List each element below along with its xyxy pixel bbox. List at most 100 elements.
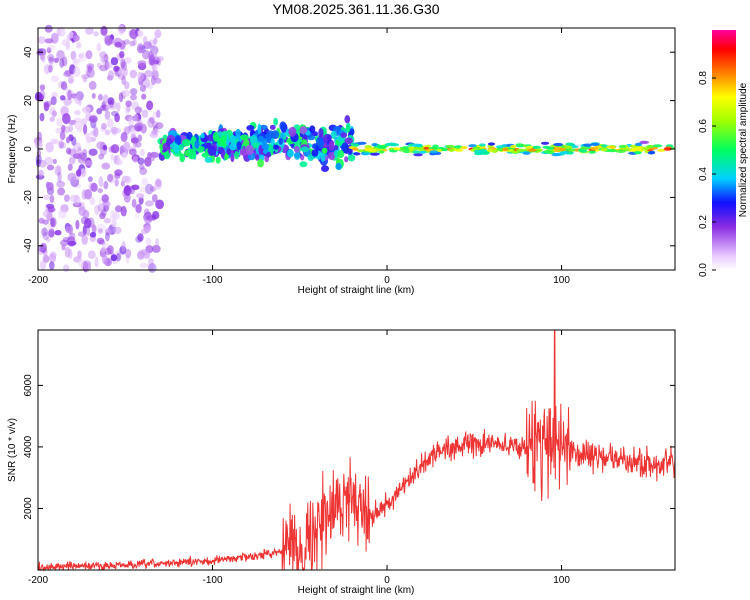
spectrogram-cell	[116, 252, 121, 262]
spectrogram-cell	[318, 128, 324, 138]
spectrogram-cell	[245, 144, 254, 156]
spectrogram-cell	[270, 138, 275, 146]
spectrogram-cell	[53, 57, 60, 63]
spectrogram-cell	[85, 27, 94, 35]
spectrogram-cell	[255, 154, 260, 161]
spectrogram-cell	[429, 150, 438, 154]
spectrogram-cell	[125, 254, 130, 264]
snr-x-tick-label: 100	[553, 575, 570, 586]
spectrogram-cell	[299, 126, 308, 135]
spectrogram-cell	[47, 206, 56, 213]
spectrogram-cell	[88, 80, 97, 90]
spectrogram-cell	[151, 129, 158, 135]
spectrogram-cell	[103, 218, 112, 224]
spectrogram-cell	[60, 204, 69, 213]
spectrogram-cell	[300, 154, 305, 161]
spectrogram-cell	[116, 102, 121, 112]
snr-y-label: SNR (10 * v/v)	[7, 418, 18, 482]
spectrogram-cell	[77, 95, 82, 107]
spectrogram-cell	[99, 212, 106, 220]
spectrogram-cell	[155, 122, 164, 130]
spectrogram-cell	[187, 148, 197, 160]
spectrogram-cell	[41, 52, 46, 63]
spectrogram-cell	[49, 261, 55, 270]
spectrogram-cell	[134, 122, 143, 132]
spectrogram-cell	[74, 58, 81, 64]
spectrogram-cell	[59, 131, 66, 141]
spectrogram-cell	[155, 238, 160, 248]
spectrogram-cell	[347, 154, 356, 162]
spectrogram-cell	[38, 159, 47, 168]
spectrogram-cell	[56, 50, 65, 61]
spectrogram-cell	[114, 113, 120, 123]
spectrogram-cell	[144, 70, 153, 78]
snr-y-tick-label: 2000	[23, 497, 34, 520]
spectrogram-cell	[128, 116, 134, 127]
spectrogram-cell	[66, 236, 76, 247]
spectrogram-cell	[62, 113, 71, 125]
spectrogram-cell	[590, 142, 600, 146]
spectrogram-cell	[147, 261, 155, 272]
spectrogram-cell	[48, 56, 54, 64]
spectrogram-cell	[39, 260, 47, 270]
spectrogram-cell	[110, 254, 118, 262]
spectrogram-cell	[96, 43, 102, 52]
spectrogram-cell	[54, 165, 62, 176]
spectrogram-cell	[131, 198, 137, 208]
spectrogram-cell	[344, 156, 349, 163]
spectrogram-cell	[89, 232, 97, 238]
spectrogram-cell	[578, 148, 584, 152]
spectrogram-cell	[639, 140, 650, 144]
spectrogram-cell	[107, 97, 115, 106]
spectrogram-cell	[145, 237, 152, 245]
spectrogram-cell	[340, 132, 348, 138]
spectrogram-cell	[40, 242, 47, 254]
spectrogram-cell	[68, 78, 74, 84]
spectrogram-cell	[105, 60, 111, 70]
spectrogram-cell	[486, 148, 495, 153]
spectrogram-cell	[96, 141, 105, 150]
spectrogram-cell	[48, 228, 55, 238]
spectrogram-cell	[101, 162, 111, 170]
spectrogram-cell	[50, 96, 57, 106]
spectrogram-cell	[217, 131, 223, 137]
spectrogram-cell	[105, 228, 112, 236]
spectrogram-y-tick-label: 20	[23, 95, 34, 107]
spectrogram-cell	[510, 145, 517, 149]
spectrogram-cell	[135, 203, 142, 214]
spectrogram-cell	[525, 145, 534, 149]
spectrogram-cell	[153, 37, 158, 45]
spectrogram-cell	[647, 151, 655, 155]
spectrogram-cell	[129, 28, 138, 40]
spectrogram-cell	[129, 69, 137, 79]
spectrogram-cell	[412, 150, 420, 154]
spectrogram-cell	[553, 142, 564, 147]
spectrogram-cell	[65, 225, 72, 234]
spectrogram-cell	[608, 149, 617, 153]
spectrogram-cell	[134, 212, 140, 219]
spectrogram-cell	[81, 106, 91, 114]
spectrogram-cell	[81, 234, 88, 245]
spectrogram-cell	[111, 219, 117, 228]
spectrogram-cell	[148, 263, 157, 273]
spectrogram-cell	[460, 146, 468, 150]
spectrogram-cell	[179, 153, 185, 163]
spectrogram-cell	[48, 64, 53, 73]
spectrogram-cell	[117, 25, 125, 36]
spectrogram-cell	[57, 27, 66, 37]
spectrogram-cell	[145, 200, 154, 207]
colorbar-ticks: 0.0 0.2 0.4 0.6 0.8	[698, 71, 716, 277]
spectrogram-cell	[568, 148, 576, 152]
spectrogram-cell	[81, 189, 88, 200]
colorbar-tick-label: 0.0	[698, 263, 709, 277]
spectrogram-cell	[200, 132, 205, 139]
spectrogram-cell	[257, 123, 262, 135]
spectrogram-cell	[634, 151, 642, 155]
spectrogram-cell	[129, 40, 135, 47]
spectrogram-y-tick-label: 40	[23, 46, 34, 58]
snr-x-ticks: -200 -100 0 100	[28, 330, 570, 586]
spectrogram-cell	[119, 51, 125, 59]
spectrogram-cell	[121, 75, 126, 86]
spectrogram-cell	[75, 219, 80, 230]
